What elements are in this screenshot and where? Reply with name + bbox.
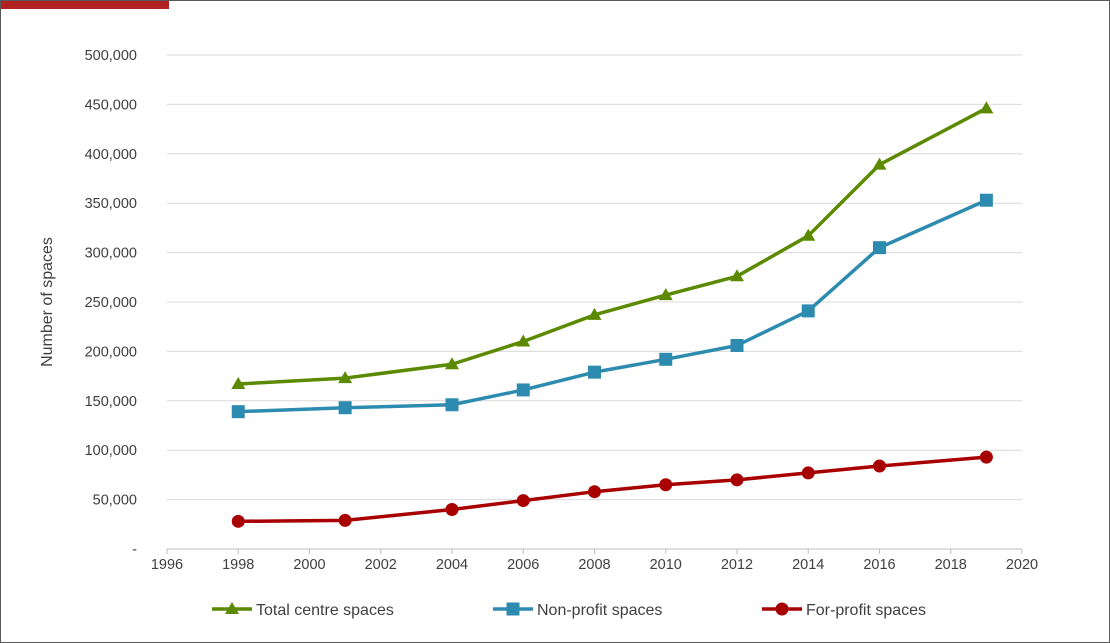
data-point-for-profit-spaces xyxy=(445,502,459,516)
data-point-total-centre-spaces xyxy=(587,307,602,320)
data-point-total-centre-spaces xyxy=(730,269,744,282)
y-tick-label: 200,000 xyxy=(85,344,137,360)
data-point-for-profit-spaces xyxy=(231,514,245,528)
data-point-for-profit-spaces xyxy=(516,494,530,508)
y-tick-label: 450,000 xyxy=(85,97,137,113)
y-tick-label: 50,000 xyxy=(93,493,137,509)
x-tick-label: 2018 xyxy=(935,557,967,573)
data-point-total-centre-spaces xyxy=(658,288,673,301)
x-axis: 1996 1998 2000 2002 2004 2006 2008 2010 2012 2014… xyxy=(151,548,1038,573)
x-tick-label: 2006 xyxy=(507,557,539,573)
x-tick-label: 1998 xyxy=(222,557,254,573)
legend-item-for-profit-spaces: For-profit spaces xyxy=(762,602,926,619)
y-tick-label: 500,000 xyxy=(85,48,137,64)
data-point-total-centre-spaces xyxy=(516,334,531,347)
x-tick-label: 2004 xyxy=(436,557,468,573)
data-point-for-profit-spaces xyxy=(979,450,993,464)
x-tick-label: 2016 xyxy=(863,557,895,573)
x-tick-label: 2010 xyxy=(650,557,682,573)
y-axis: - 50,000 100,000 150,000 200,000 250,000 300,0… xyxy=(85,48,138,558)
corner-accent-tab xyxy=(1,1,169,9)
x-tick-label: 2002 xyxy=(365,557,397,573)
data-point-for-profit-spaces xyxy=(873,459,886,473)
legend-item-total-centre-spaces: Total centre spaces xyxy=(212,602,394,619)
x-tick-label: 2000 xyxy=(293,557,325,573)
legend-item-non-profit-spaces: Non-profit spaces xyxy=(493,602,662,619)
y-tick-label: 100,000 xyxy=(85,443,137,459)
gridlines xyxy=(167,54,1022,501)
legend-swatch-marker xyxy=(225,602,239,614)
series-line-for-profit-spaces xyxy=(238,455,987,524)
y-tick-label: 250,000 xyxy=(85,295,137,311)
data-point-for-profit-spaces xyxy=(588,485,601,499)
data-point-for-profit-spaces xyxy=(730,473,744,487)
legend: Total centre spaces Non-profit spaces For-… xyxy=(212,602,926,619)
legend-label: Total centre spaces xyxy=(256,602,394,619)
data-point-non-profit-spaces xyxy=(445,398,459,412)
series-total-centre-spaces xyxy=(231,101,994,390)
y-axis-title: Number of spaces xyxy=(39,237,56,367)
data-point-total-centre-spaces xyxy=(338,371,353,384)
x-tick-label: 2014 xyxy=(792,557,824,573)
x-tick-label: 2020 xyxy=(1006,557,1038,573)
data-point-non-profit-spaces xyxy=(659,352,673,366)
data-point-total-centre-spaces xyxy=(231,377,246,390)
y-tick-label: 150,000 xyxy=(85,394,137,410)
x-tick-label: 2008 xyxy=(578,557,610,573)
data-point-total-centre-spaces xyxy=(979,101,994,114)
y-tick-label: 350,000 xyxy=(85,196,137,212)
y-tick-label: 300,000 xyxy=(85,246,137,262)
legend-label: For-profit spaces xyxy=(806,602,926,619)
data-point-non-profit-spaces xyxy=(801,304,815,318)
data-point-non-profit-spaces xyxy=(231,405,245,419)
series-line-total-centre-spaces xyxy=(238,106,988,386)
x-tick-label: 1996 xyxy=(151,557,183,573)
data-point-non-profit-spaces xyxy=(979,193,993,207)
series-non-profit-spaces xyxy=(231,193,993,419)
data-point-total-centre-spaces xyxy=(872,157,887,170)
data-point-for-profit-spaces xyxy=(338,513,352,527)
legend-swatch-marker xyxy=(775,602,789,616)
legend-swatch-marker xyxy=(506,602,520,616)
data-point-non-profit-spaces xyxy=(588,365,601,379)
data-point-for-profit-spaces xyxy=(801,466,815,480)
data-point-non-profit-spaces xyxy=(730,338,744,352)
data-point-non-profit-spaces xyxy=(873,241,886,255)
data-point-total-centre-spaces xyxy=(801,228,816,241)
data-point-total-centre-spaces xyxy=(445,357,459,370)
legend-label: Non-profit spaces xyxy=(537,602,662,619)
data-point-non-profit-spaces xyxy=(516,383,530,397)
y-tick-label: 400,000 xyxy=(85,147,137,163)
series-group xyxy=(231,101,994,528)
x-tick-label: 2012 xyxy=(721,557,753,573)
series-line-non-profit-spaces xyxy=(238,198,988,414)
data-point-non-profit-spaces xyxy=(338,401,352,415)
data-point-for-profit-spaces xyxy=(659,478,673,492)
y-tick-label: - xyxy=(132,542,137,558)
series-for-profit-spaces xyxy=(231,450,993,528)
